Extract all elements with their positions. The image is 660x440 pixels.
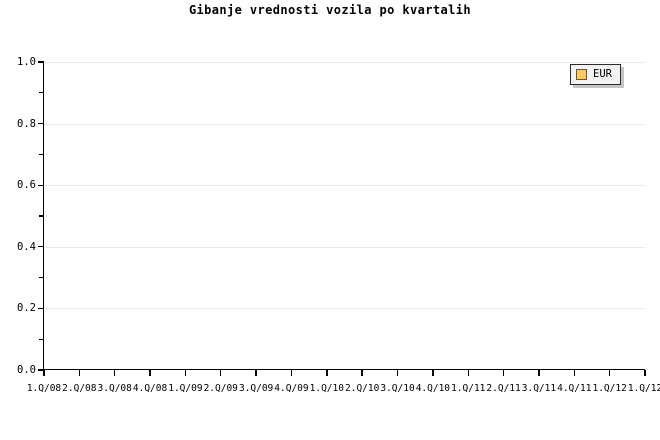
x-tick-label: 2.Q/08 — [62, 383, 97, 394]
x-tick — [149, 370, 151, 376]
y-tick-label: 1.0 — [17, 56, 36, 68]
y-tick-major — [38, 184, 44, 186]
gridline-y — [44, 308, 645, 310]
y-tick-minor — [39, 276, 44, 279]
x-tick — [255, 370, 257, 376]
plot-area — [44, 62, 645, 370]
y-axis-labels: 0.0 0.2 0.4 0.6 0.8 1.0 — [0, 0, 36, 440]
x-tick-label: 3.Q/10 — [380, 383, 415, 394]
x-tick-label: 4.Q/10 — [415, 383, 451, 394]
x-tick-label: 2.Q/09 — [203, 383, 238, 394]
x-tick — [467, 370, 469, 376]
x-tick-label: 4.Q/08 — [132, 383, 168, 394]
y-tick-label: 0.8 — [17, 117, 36, 130]
x-tick — [608, 370, 611, 376]
x-tick-label: 1.Q/10 — [309, 383, 344, 394]
x-tick-label: 1.Q/09 — [168, 383, 203, 394]
y-tick-label: 0.0 — [17, 364, 36, 376]
x-tick-label: 1.Q/08 — [26, 383, 62, 394]
chart-title: Gibanje vrednosti vozila po kvartalih — [188, 3, 472, 17]
legend-swatch-eur — [576, 69, 587, 80]
y-tick-minor — [39, 338, 44, 340]
x-tick-label: 3.Q/08 — [97, 383, 132, 394]
x-tick — [184, 370, 187, 376]
x-tick-label: 4.Q/09 — [274, 383, 309, 394]
x-tick-label: 1.Q/12 — [627, 383, 660, 394]
x-tick — [361, 370, 363, 376]
x-tick-label: 2.Q/10 — [345, 383, 380, 394]
y-tick-major — [38, 369, 44, 371]
x-tick — [220, 370, 222, 376]
x-tick — [396, 370, 399, 376]
x-tick — [290, 370, 293, 376]
x-tick — [432, 370, 434, 376]
gridline-y — [44, 185, 645, 187]
x-tick — [326, 370, 328, 376]
x-tick-label: 1.Q/11 — [451, 383, 486, 394]
x-tick — [538, 370, 540, 376]
y-tick-minor — [39, 92, 44, 94]
x-tick — [43, 370, 45, 376]
y-tick-major — [38, 61, 44, 63]
x-tick — [573, 370, 575, 376]
y-tick-label: 0.2 — [17, 302, 36, 315]
y-tick-minor — [39, 153, 44, 156]
x-axis-line — [43, 369, 645, 371]
gridline-y — [44, 123, 645, 125]
x-tick-label: 2.Q/11 — [486, 383, 521, 394]
x-tick — [78, 370, 81, 376]
x-tick-label: 3.Q/11 — [521, 383, 557, 394]
y-tick-label: 0.6 — [17, 179, 36, 192]
x-tick — [644, 370, 646, 376]
x-tick — [114, 370, 116, 376]
legend-label-eur: EUR — [593, 68, 612, 81]
y-tick-minor — [39, 215, 44, 217]
y-tick-major — [38, 246, 44, 248]
y-tick-major — [38, 307, 44, 310]
y-tick-major — [38, 122, 44, 125]
y-tick-label: 0.4 — [17, 240, 36, 253]
x-tick-label: 4.Q/11 — [557, 383, 592, 394]
x-tick-label: 3.Q/09 — [238, 383, 274, 394]
gridline-y — [44, 62, 645, 63]
gridline-y — [44, 246, 645, 248]
x-tick — [502, 370, 505, 376]
chart-legend[interactable]: EUR — [570, 64, 621, 85]
x-tick-label: 1.Q/12 — [592, 383, 627, 394]
